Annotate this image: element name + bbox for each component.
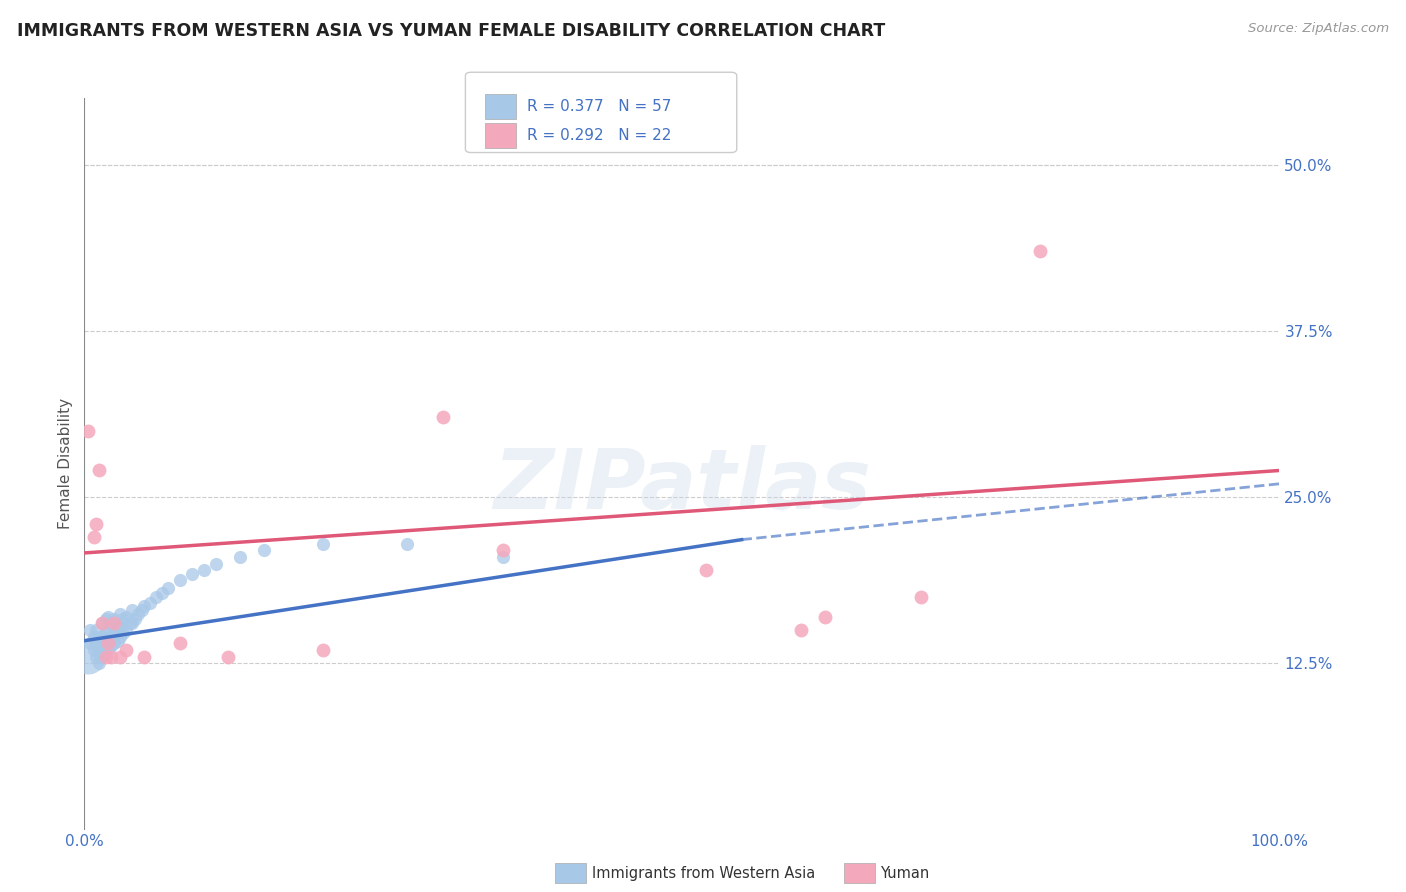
Point (87, 643, 110, 657)
Point (94, 612, 117, 626)
Text: Immigrants from Western Asia: Immigrants from Western Asia (592, 866, 815, 880)
Point (111, 625, 134, 640)
Point (115, 643, 138, 657)
Point (79, 623, 101, 637)
Point (193, 563, 215, 577)
Y-axis label: Female Disability: Female Disability (58, 398, 73, 530)
Point (103, 616, 125, 631)
Point (312, 536, 335, 550)
Point (229, 549, 252, 564)
Point (83, 630, 105, 644)
Point (91, 616, 114, 631)
Point (814, 609, 837, 624)
Point (77, 649, 100, 664)
Point (103, 625, 125, 640)
Point (157, 581, 180, 595)
Point (86, 623, 108, 637)
Point (91, 616, 114, 631)
Point (132, 599, 156, 614)
Point (169, 636, 191, 650)
Point (132, 649, 156, 664)
Point (121, 616, 143, 631)
Point (107, 620, 129, 634)
Point (695, 563, 717, 577)
Point (97, 633, 120, 648)
Text: R = 0.377   N = 57: R = 0.377 N = 57 (527, 99, 672, 113)
Point (118, 616, 141, 631)
Point (150, 586, 173, 600)
Point (100, 616, 122, 631)
Point (312, 643, 335, 657)
Point (139, 597, 162, 611)
Point (115, 609, 138, 624)
Point (103, 636, 125, 650)
Point (205, 557, 228, 571)
Point (253, 543, 276, 558)
Point (79, 636, 101, 650)
Point (127, 607, 149, 621)
Point (169, 573, 191, 587)
Point (217, 649, 239, 664)
Point (110, 620, 132, 634)
Point (121, 603, 143, 617)
Point (97, 643, 120, 657)
Point (110, 607, 132, 621)
Point (87, 630, 110, 644)
Point (83, 530, 105, 544)
Point (86, 516, 108, 531)
Point (91, 649, 114, 664)
Point (103, 612, 125, 626)
Point (100, 639, 122, 653)
Point (97, 623, 120, 637)
Point (100, 649, 122, 664)
Point (432, 410, 454, 425)
Point (790, 623, 813, 637)
Point (86, 636, 108, 650)
Text: IMMIGRANTS FROM WESTERN ASIA VS YUMAN FEMALE DISABILITY CORRELATION CHART: IMMIGRANTS FROM WESTERN ASIA VS YUMAN FE… (17, 22, 886, 40)
Point (110, 630, 132, 644)
Point (94, 636, 117, 650)
Text: Yuman: Yuman (880, 866, 929, 880)
Point (94, 649, 117, 664)
Point (131, 603, 153, 617)
Point (91, 630, 114, 644)
Point (111, 612, 134, 626)
Text: ZIPatlas: ZIPatlas (494, 445, 870, 526)
Point (145, 590, 167, 604)
Point (94, 625, 117, 640)
Point (107, 633, 129, 648)
Point (77, 424, 100, 438)
Point (124, 612, 146, 626)
Point (396, 536, 419, 550)
Point (87, 657, 110, 671)
Point (115, 623, 138, 637)
Text: Source: ZipAtlas.com: Source: ZipAtlas.com (1249, 22, 1389, 36)
Point (83, 643, 105, 657)
Point (97, 609, 120, 624)
Text: R = 0.292   N = 22: R = 0.292 N = 22 (527, 128, 672, 143)
Point (100, 630, 122, 644)
Point (86, 649, 108, 664)
Point (1029, 244, 1052, 258)
Point (97, 636, 120, 650)
Point (91, 639, 114, 653)
Point (492, 549, 515, 564)
Point (492, 543, 515, 558)
Point (94, 647, 117, 661)
Point (87, 463, 110, 477)
Point (181, 567, 204, 582)
Point (910, 590, 932, 604)
Point (110, 649, 132, 664)
